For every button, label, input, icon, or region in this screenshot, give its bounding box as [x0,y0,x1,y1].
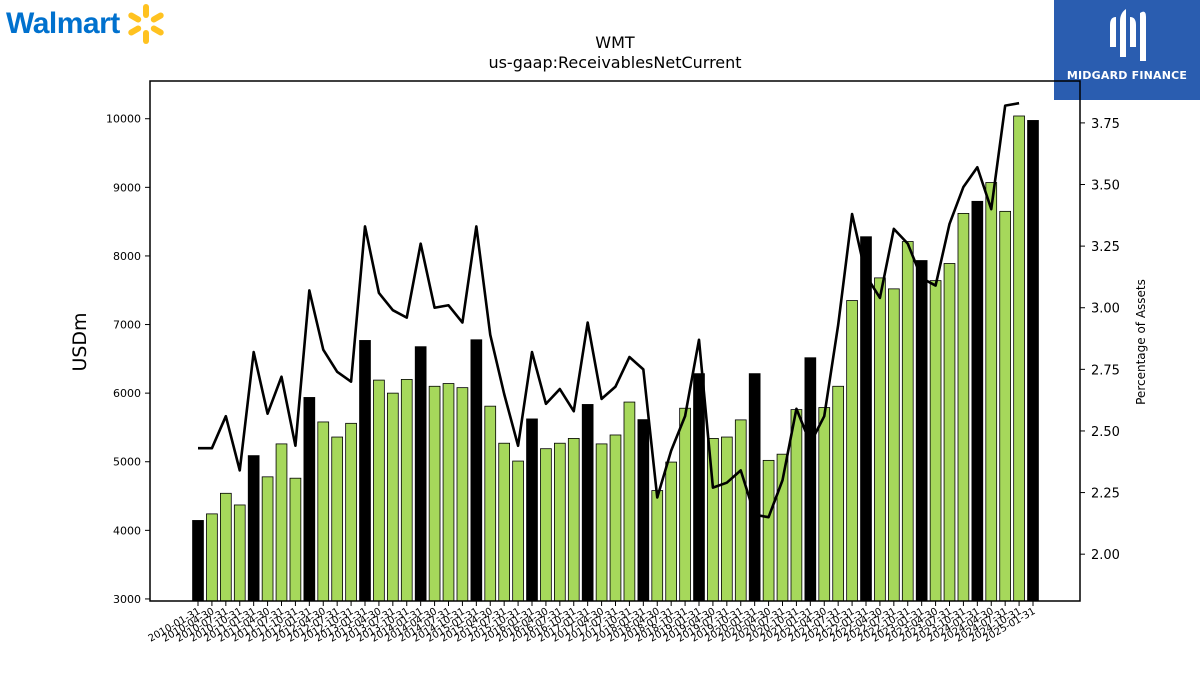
bar-annual [693,373,705,602]
midgard-emblem-icon [1110,9,1146,61]
walmart-spark-icon [128,4,164,44]
bar-quarterly [957,212,970,602]
bar-quarterly [623,401,636,602]
bar-quarterly [275,443,288,602]
bar-annual [414,346,427,602]
walmart-wordmark: Walmart [6,7,120,40]
bar-quarterly [846,300,858,602]
bar-annual [804,357,817,602]
bar-quarterly [206,513,218,602]
bar-quarterly [512,460,524,602]
y2-tick-label: 2.25 [1091,487,1120,502]
midgard-finance-logo: MIDGARD FINANCE [1054,0,1200,100]
bar-quarterly [373,379,385,602]
bar-quarterly [901,241,914,602]
bar-quarterly [428,385,441,602]
bar-quarterly [220,492,232,602]
y2-tick-label: 2.00 [1091,548,1120,563]
bar-quarterly [874,277,886,602]
bar-annual [192,520,204,602]
spark-ray [128,25,141,36]
y2-tick-label: 3.25 [1091,240,1120,255]
bar-quarterly [832,385,844,602]
bar-quarterly [888,288,900,602]
bar-quarterly [498,442,510,602]
bar-annual [860,236,872,602]
bar-quarterly [734,419,747,602]
bar-quarterly [999,210,1011,602]
bar-annual [470,339,483,602]
bar-quarterly [387,392,399,602]
bar-annual [748,373,761,602]
bar-annual [915,260,928,602]
bar-quarterly [567,438,580,602]
bar-quarterly [1013,115,1025,602]
midgard-wordmark: MIDGARD FINANCE [1066,69,1188,82]
bar-quarterly [261,476,274,602]
y2-axis-label: Percentage of Assets [1134,279,1148,405]
bar-quarterly [289,477,302,602]
bar-annual [1027,120,1039,602]
bar-quarterly [233,504,246,602]
y-tick-label: 6000 [113,387,141,400]
bar-quarterly [721,436,733,602]
bar-quarterly [456,387,469,602]
bar-annual [303,397,316,602]
y2-tick-label: 3.75 [1091,117,1120,132]
y-tick-label: 3000 [113,593,141,606]
bar-quarterly [665,461,677,602]
pct-assets-line [198,101,1020,519]
chart-subtitle: us-gaap:ReceivablesNetCurrent [488,53,741,72]
spark-ray [128,12,141,23]
bar-quarterly [554,442,566,602]
bar-quarterly [345,422,357,602]
y2-tick-label: 3.50 [1091,179,1120,194]
bar-annual [971,200,984,602]
bar-quarterly [762,459,775,602]
y-tick-label: 8000 [113,250,141,263]
y-tick-label: 9000 [113,181,141,194]
y-tick-label: 10000 [106,113,141,126]
bar-annual [359,340,371,602]
bar-quarterly [442,383,455,602]
bar-quarterly [679,407,691,602]
spark-ray [142,30,149,44]
y2-tick-label: 2.50 [1091,425,1120,440]
y2-tick-label: 3.00 [1091,302,1120,317]
chart-title: WMT [595,33,635,52]
bar-quarterly [818,407,831,602]
bar-annual [637,419,650,602]
bar-annual [526,418,538,602]
bar-quarterly [484,405,497,602]
bar-annual [247,455,260,602]
bar-quarterly [943,263,956,602]
bar-quarterly [790,409,803,602]
bar-quarterly [317,421,330,602]
spark-ray [150,25,164,36]
spark-ray [142,4,149,18]
y-axis-label: USDm [69,312,91,371]
bar-quarterly [540,448,552,602]
bar-quarterly [595,443,608,602]
bar-quarterly [400,379,413,602]
bar-quarterly [609,434,622,602]
bar-quarterly [651,490,664,602]
y-tick-label: 5000 [113,456,141,469]
walmart-logo: Walmart [6,2,168,46]
bar-annual [581,404,594,602]
y2-tick-label: 2.75 [1091,363,1120,378]
bar-quarterly [707,438,719,602]
bar-quarterly [985,182,998,602]
spark-ray [150,12,164,23]
y-tick-label: 4000 [113,524,141,537]
y-tick-label: 7000 [113,319,141,332]
bar-quarterly [331,436,343,602]
bar-quarterly [929,280,942,602]
